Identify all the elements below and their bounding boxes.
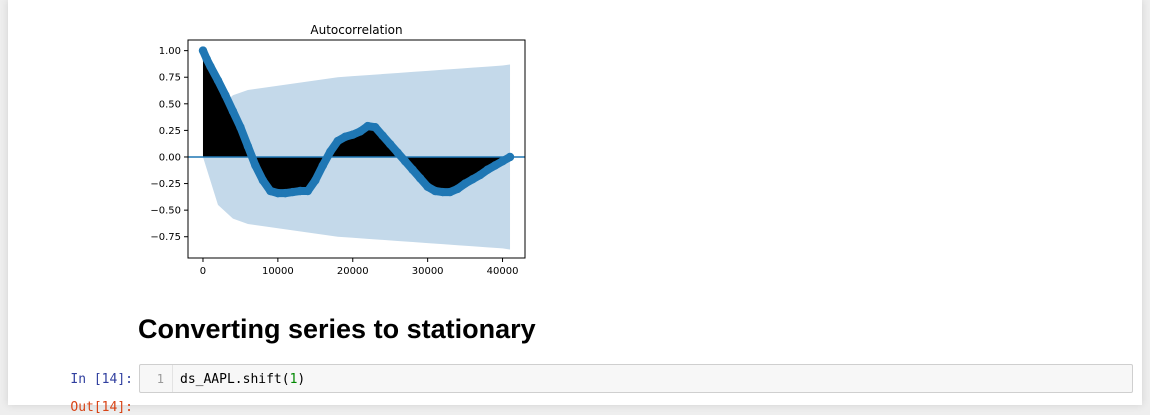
acf-point <box>288 187 298 197</box>
acf-point <box>198 46 208 55</box>
acf-point <box>408 165 417 174</box>
markdown-heading: Converting series to stationary <box>138 314 536 344</box>
acf-point <box>281 188 290 198</box>
acf-point <box>371 123 380 132</box>
code-text-close: ) <box>297 372 306 387</box>
acf-point <box>251 161 260 170</box>
y-tick-label: −0.50 <box>150 206 181 217</box>
acf-point <box>228 107 238 116</box>
acf-point <box>378 131 387 140</box>
acf-point <box>400 157 410 166</box>
y-tick-label: 0.50 <box>159 99 181 110</box>
acf-point <box>202 54 211 64</box>
acf-point <box>363 121 372 131</box>
acf-point <box>423 182 432 191</box>
x-tick-label: 40000 <box>487 266 519 277</box>
y-tick-label: 0.75 <box>159 73 181 84</box>
acf-point <box>393 148 402 157</box>
y-tick-label: 0.25 <box>159 126 181 137</box>
y-tick-label: 1.00 <box>159 46 181 57</box>
acf-point <box>475 170 485 180</box>
acf-point <box>468 175 477 184</box>
y-tick-label: 0.00 <box>159 152 181 163</box>
x-tick-label: 20000 <box>337 266 369 277</box>
acf-point <box>498 157 507 166</box>
acf-point <box>490 161 500 170</box>
acf-point <box>483 165 492 174</box>
acf-point <box>386 140 395 149</box>
code-text: ds_AAPL.shift( <box>180 372 290 387</box>
acf-point <box>341 132 350 141</box>
acf-point <box>311 176 320 185</box>
acf-point <box>213 76 223 85</box>
acf-point <box>445 187 455 197</box>
acf-point <box>333 136 342 146</box>
acf-point <box>296 186 305 196</box>
acf-point <box>206 62 215 71</box>
acf-point <box>221 91 230 100</box>
input-prompt: In [14]: <box>70 372 133 387</box>
y-tick-label: −0.75 <box>150 232 181 243</box>
code-line[interactable]: ds_AAPL.shift(1) <box>180 365 305 394</box>
acf-point <box>415 174 425 183</box>
acf-point <box>303 186 313 196</box>
code-cell-editor[interactable]: 1 ds_AAPL.shift(1) <box>139 364 1133 393</box>
acf-point <box>273 188 283 198</box>
axes-frame <box>187 39 526 259</box>
acf-point <box>348 130 357 139</box>
acf-point <box>326 147 335 156</box>
acf-point <box>243 142 253 151</box>
acf-point <box>318 161 327 170</box>
acf-point <box>266 186 275 196</box>
acf-point <box>356 127 365 136</box>
acf-point <box>258 176 268 185</box>
y-tick-label: −0.25 <box>150 179 181 190</box>
notebook-container: 0 10000 20000 30000 40000 1.00 0.75 0.50 0.25 0.0… <box>8 0 1142 415</box>
acf-point <box>430 186 440 196</box>
chart-title: Autocorrelation <box>310 23 402 37</box>
acf-point <box>438 187 447 197</box>
output-prompt: Out[14]: <box>70 400 133 415</box>
acf-point <box>236 123 245 132</box>
line-number: 1 <box>140 365 173 392</box>
x-tick-label: 0 <box>200 266 206 277</box>
x-tick-label: 30000 <box>412 266 444 277</box>
acf-point <box>453 184 462 194</box>
acf-point <box>460 179 470 188</box>
code-number-literal: 1 <box>289 372 298 387</box>
x-tick-label: 10000 <box>262 266 294 277</box>
autocorrelation-plot: 0 10000 20000 30000 40000 1.00 0.75 0.50 0.25 0.0… <box>150 23 526 277</box>
acf-point <box>505 152 515 162</box>
